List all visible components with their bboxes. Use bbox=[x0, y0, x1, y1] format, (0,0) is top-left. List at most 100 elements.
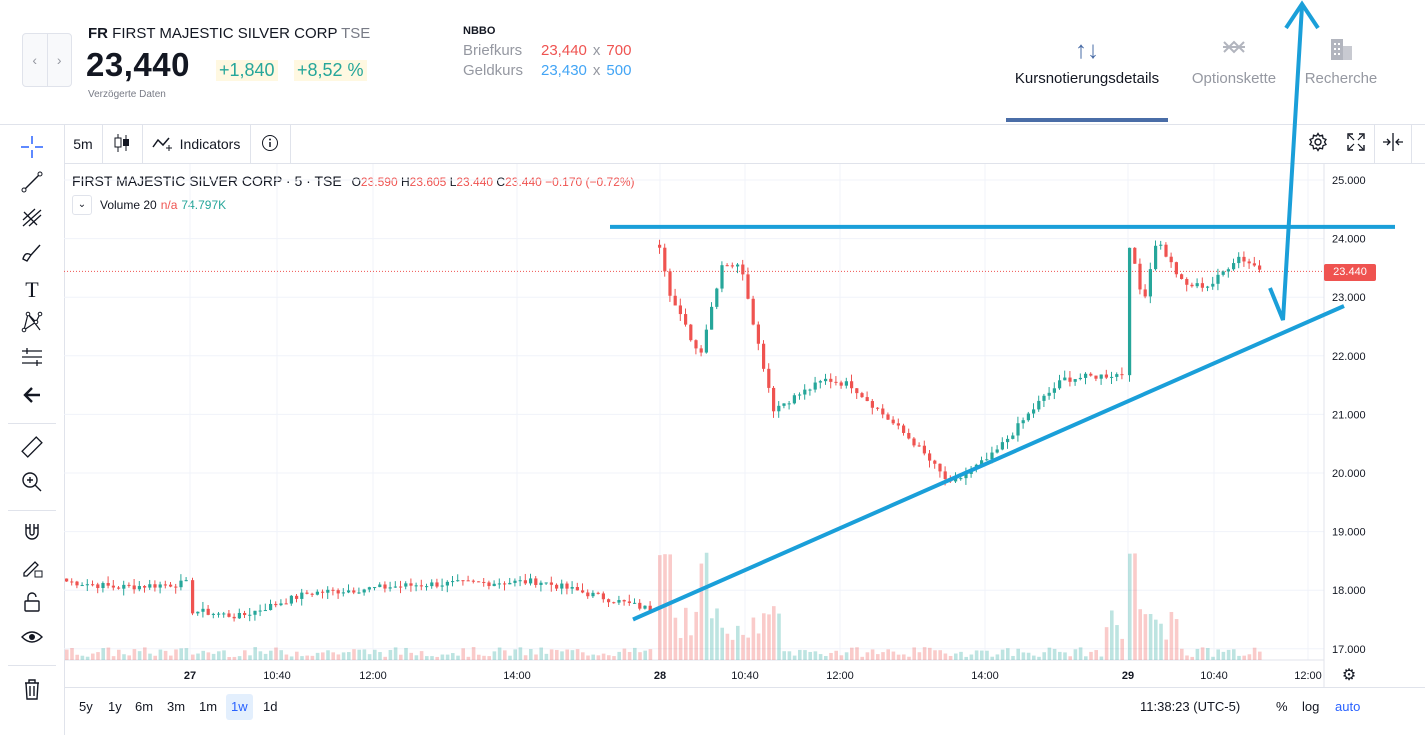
magnet-tool[interactable] bbox=[14, 520, 50, 550]
range-1m[interactable]: 1m bbox=[199, 699, 218, 714]
volume-bar bbox=[912, 647, 916, 660]
candle bbox=[663, 247, 667, 272]
delete-drawings-tool[interactable] bbox=[14, 677, 50, 707]
zoom-tool[interactable] bbox=[14, 470, 50, 500]
crosshair-tool[interactable] bbox=[14, 135, 50, 165]
volume-bar bbox=[117, 649, 121, 660]
volume-bar bbox=[497, 647, 502, 660]
candle bbox=[211, 613, 215, 615]
candle bbox=[1104, 374, 1108, 378]
interval-button[interactable]: 5m bbox=[64, 125, 103, 163]
candle bbox=[1037, 400, 1041, 410]
volume-bar bbox=[1006, 648, 1010, 660]
indicators-button[interactable]: Indicators bbox=[142, 125, 251, 163]
trash-icon bbox=[21, 678, 43, 706]
visibility-tool[interactable] bbox=[14, 625, 50, 655]
candle bbox=[808, 389, 812, 391]
volume-bar bbox=[1148, 614, 1153, 660]
ohlc-values: O23.590 H23.605 L23.440 C23.440 −0.170 (… bbox=[351, 175, 635, 189]
candle bbox=[127, 584, 131, 586]
candle bbox=[772, 387, 776, 412]
candle bbox=[829, 378, 833, 382]
candle-style-button[interactable] bbox=[102, 125, 143, 163]
range-6m[interactable]: 6m bbox=[135, 699, 154, 714]
candle bbox=[943, 471, 947, 479]
candle bbox=[870, 401, 874, 408]
volume-bar bbox=[404, 647, 408, 660]
tab-research[interactable]: Recherche bbox=[1296, 36, 1386, 122]
tab-quote-details[interactable]: ↑↓ Kursnotierungsdetails bbox=[1006, 36, 1168, 122]
tab-options-chain[interactable]: Optionskette bbox=[1180, 36, 1288, 122]
percent-scale-button[interactable]: % bbox=[1276, 699, 1288, 714]
candle bbox=[922, 445, 926, 454]
volume-bar bbox=[954, 653, 958, 660]
chart-title: FIRST MAJESTIC SILVER CORP · 5 · TSE bbox=[72, 173, 342, 189]
candle bbox=[1058, 380, 1062, 389]
volume-bar bbox=[689, 635, 693, 660]
candle bbox=[1052, 388, 1056, 393]
candle bbox=[65, 578, 69, 582]
collapse-panel-button[interactable] bbox=[1374, 125, 1412, 163]
volume-bar bbox=[206, 652, 211, 660]
candle bbox=[938, 463, 942, 472]
volume-bar bbox=[534, 654, 538, 660]
range-5y[interactable]: 5y bbox=[79, 699, 93, 714]
volume-bar bbox=[393, 647, 398, 660]
measure-tool[interactable] bbox=[14, 435, 50, 465]
time-tick: 14:00 bbox=[971, 670, 999, 682]
candle bbox=[730, 265, 734, 267]
range-3m[interactable]: 3m bbox=[167, 699, 186, 714]
fib-tool[interactable] bbox=[14, 205, 50, 235]
candle bbox=[1148, 269, 1152, 297]
next-symbol-button[interactable]: › bbox=[56, 52, 62, 68]
volume-bar bbox=[974, 650, 979, 660]
prev-symbol-button[interactable]: ‹ bbox=[23, 34, 48, 86]
volume-bar bbox=[539, 647, 543, 660]
candle bbox=[648, 605, 652, 612]
range-1y[interactable]: 1y bbox=[108, 699, 122, 714]
brush-tool[interactable] bbox=[14, 240, 50, 270]
range-1w[interactable]: 1w bbox=[226, 694, 253, 720]
volume-bar bbox=[435, 656, 439, 660]
candle bbox=[362, 589, 366, 593]
candle bbox=[555, 584, 559, 589]
candle bbox=[1032, 409, 1036, 414]
chevron-down-icon[interactable]: ⌄ bbox=[72, 195, 92, 215]
pattern-tool[interactable] bbox=[14, 310, 50, 340]
fullscreen-button[interactable] bbox=[1338, 125, 1374, 163]
log-scale-button[interactable]: log bbox=[1302, 699, 1320, 714]
lock-drawing-tool[interactable] bbox=[14, 555, 50, 585]
candle bbox=[456, 580, 460, 582]
volume-bar bbox=[850, 647, 854, 660]
forecast-tool[interactable] bbox=[14, 345, 50, 375]
candle bbox=[907, 432, 911, 439]
volume-bar bbox=[1120, 638, 1124, 660]
lock-all-tool[interactable] bbox=[14, 590, 50, 620]
drawing-toolbar: T bbox=[0, 125, 65, 735]
chart-toolbar: 5m Indicators bbox=[64, 125, 1425, 164]
volume-bar bbox=[248, 655, 252, 660]
candle bbox=[917, 445, 921, 447]
range-1d[interactable]: 1d bbox=[263, 699, 278, 714]
info-button[interactable] bbox=[250, 125, 291, 163]
candle bbox=[419, 585, 423, 587]
candle bbox=[980, 460, 984, 465]
candle bbox=[179, 580, 183, 588]
candle bbox=[689, 324, 693, 341]
auto-scale-button[interactable]: auto bbox=[1335, 699, 1361, 714]
toolbar-divider bbox=[8, 423, 56, 424]
volume-bar bbox=[922, 647, 927, 660]
volume-bar bbox=[1252, 647, 1257, 660]
volume-bar bbox=[184, 648, 189, 660]
volume-bar bbox=[627, 651, 632, 660]
price-tick: 18.000 bbox=[1332, 585, 1366, 597]
trend-line-tool[interactable] bbox=[14, 170, 50, 200]
candle bbox=[974, 464, 978, 469]
text-tool[interactable]: T bbox=[14, 275, 50, 305]
volume-bar bbox=[725, 633, 730, 660]
volume-bar bbox=[347, 652, 351, 660]
volume-bar bbox=[860, 656, 864, 660]
volume-bar bbox=[274, 647, 278, 660]
settings-button[interactable] bbox=[1300, 125, 1336, 163]
back-button[interactable] bbox=[14, 383, 50, 413]
